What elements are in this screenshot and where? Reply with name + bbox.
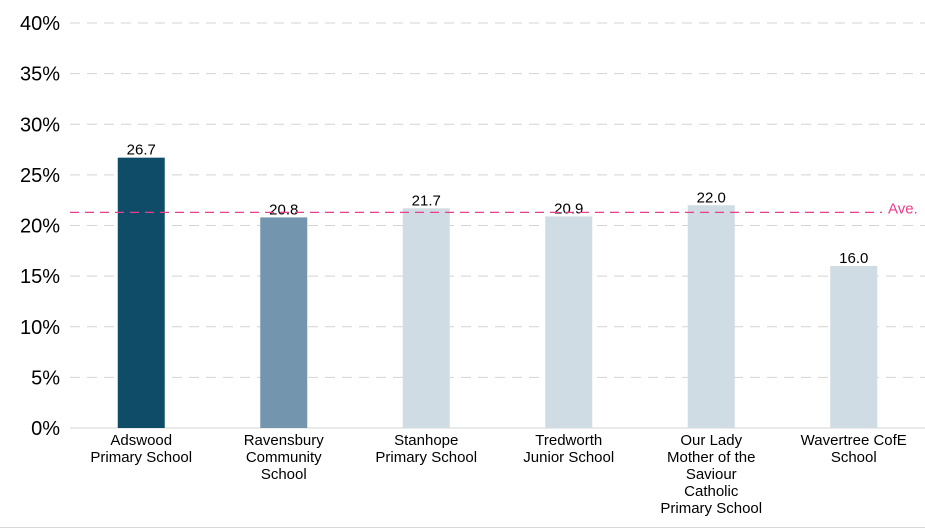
value-labels: 26.7 20.8 21.7 20.9 22.0 16.0 — [127, 142, 869, 267]
y-tick-label: 15% — [20, 266, 60, 288]
category-label-line: Mother of the — [667, 449, 755, 466]
category-label-line: Junior School — [523, 449, 614, 466]
category-label: Adswood Primary School — [90, 432, 192, 466]
y-tick-label: 10% — [20, 317, 60, 339]
category-label-line: Stanhope — [394, 432, 458, 449]
y-tick-label: 35% — [20, 64, 60, 86]
bar — [402, 208, 450, 428]
category-label: Ravensbury Community School — [244, 432, 325, 483]
bar — [117, 157, 165, 428]
category-label-line: Adswood — [110, 432, 172, 449]
category-label-line: Wavertree CofE — [801, 432, 907, 449]
bars — [117, 157, 878, 428]
category-label-line: Catholic — [684, 483, 739, 500]
y-tick-label: 25% — [20, 165, 60, 187]
value-label: 16.0 — [839, 250, 868, 267]
category-label: Our Lady Mother of the Saviour Catholic Prim… — [660, 432, 762, 517]
category-label-line: Our Lady — [680, 432, 742, 449]
y-tick-label: 0% — [31, 418, 60, 440]
category-label: Tredworth Junior School — [523, 432, 614, 466]
y-tick-label: 5% — [31, 367, 60, 389]
average-reference: Ave. — [70, 200, 918, 217]
value-label: 20.8 — [269, 201, 298, 218]
category-label-line: Primary School — [375, 449, 477, 466]
value-label: 26.7 — [127, 142, 156, 159]
value-label: 21.7 — [412, 192, 441, 209]
y-tick-label: 40% — [20, 13, 60, 35]
bar — [260, 217, 308, 428]
category-label-line: Tredworth — [535, 432, 602, 449]
average-label: Ave. — [888, 200, 918, 217]
bar — [687, 205, 735, 428]
bottom-divider — [0, 527, 925, 528]
category-label-line: School — [831, 449, 877, 466]
bar — [830, 266, 878, 428]
y-tick-label: 30% — [20, 114, 60, 136]
category-label: Stanhope Primary School — [375, 432, 477, 466]
gridlines — [70, 22, 925, 429]
category-label-line: Ravensbury — [244, 432, 325, 449]
bar — [545, 216, 593, 428]
category-label-line: School — [261, 466, 307, 483]
category-label-line: Primary School — [90, 449, 192, 466]
value-label: 20.9 — [554, 200, 583, 217]
value-label: 22.0 — [697, 189, 726, 206]
y-tick-label: 20% — [20, 216, 60, 238]
y-axis-tick-labels: 0% 5% 10% 15% 20% 25% 30% 35% 40% — [20, 13, 60, 440]
category-label-line: Community — [246, 449, 322, 466]
category-label: Wavertree CofE School — [801, 432, 907, 466]
category-label-line: Saviour — [686, 466, 737, 483]
category-label-line: Primary School — [660, 500, 762, 517]
